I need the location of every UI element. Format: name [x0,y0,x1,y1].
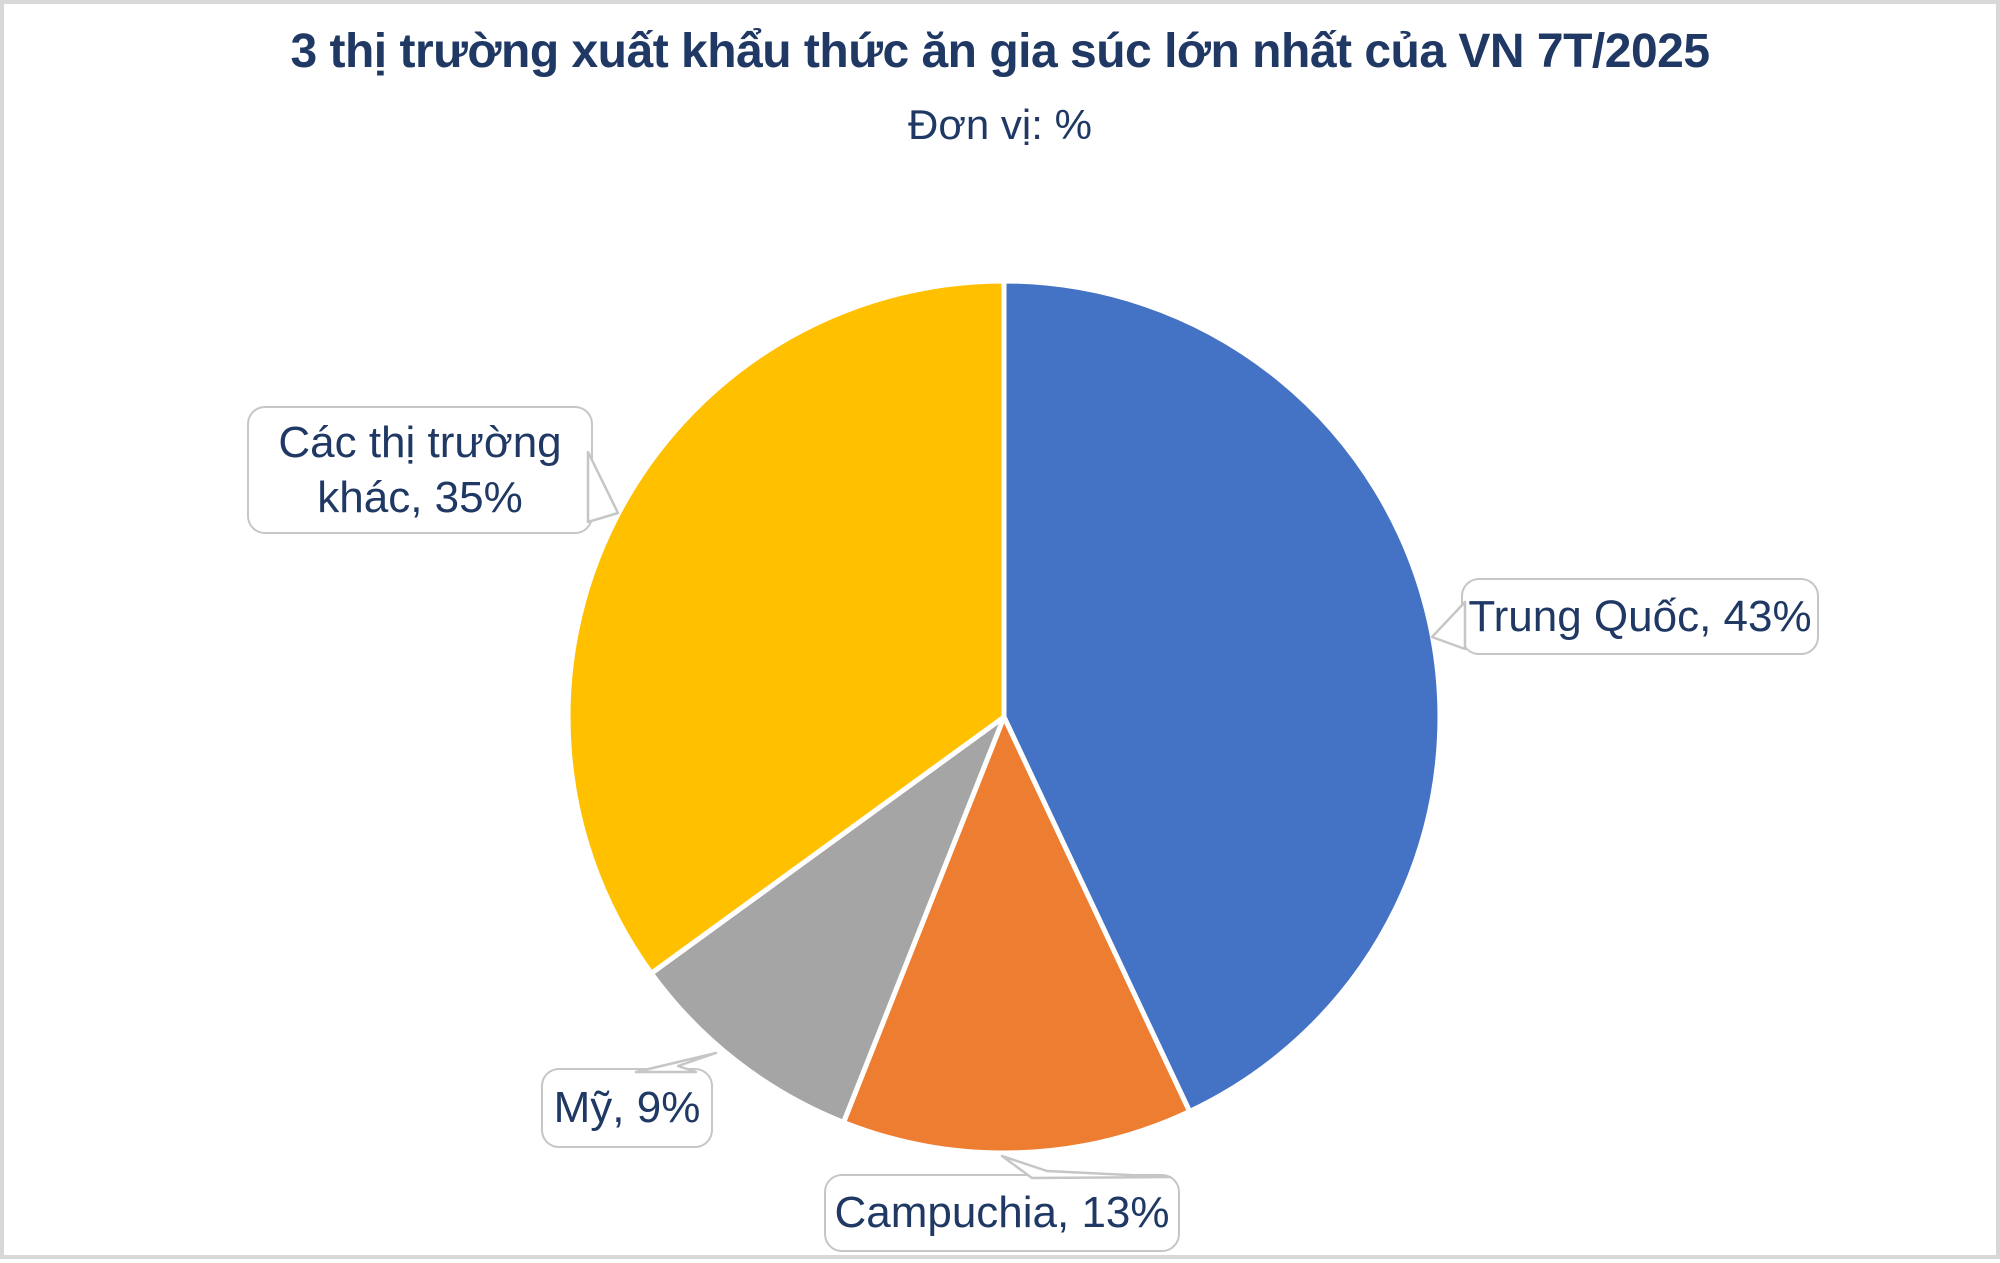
pie-slice-trung-quoc [1001,278,1443,1114]
callout-label-campuchia: Campuchia, 13% [834,1188,1170,1238]
callout-trung-quoc: Trung Quốc, 43% [1461,578,1819,655]
pie-slice-my [648,714,1007,1125]
callout-label-trung-quoc: Trung Quốc, 43% [1468,591,1812,641]
callout-my: Mỹ, 9% [541,1068,713,1148]
pie-chart [565,278,1443,1156]
callout-campuchia: Campuchia, 13% [824,1174,1180,1252]
pie-slice-campuchia [841,714,1193,1156]
callout-cac-thi-truong-khac: Các thị trường khác, 35% [247,406,593,534]
chart-unit-label: Đơn vị: % [908,101,1092,148]
chart-title: 3 thị trường xuất khẩu thức ăn gia súc l… [290,25,1710,78]
pie-wedges [565,278,1443,1156]
callout-label-my: Mỹ, 9% [553,1083,701,1133]
callout-label-cac-thi-truong-khac: Các thị trường khác, 35% [278,417,562,522]
